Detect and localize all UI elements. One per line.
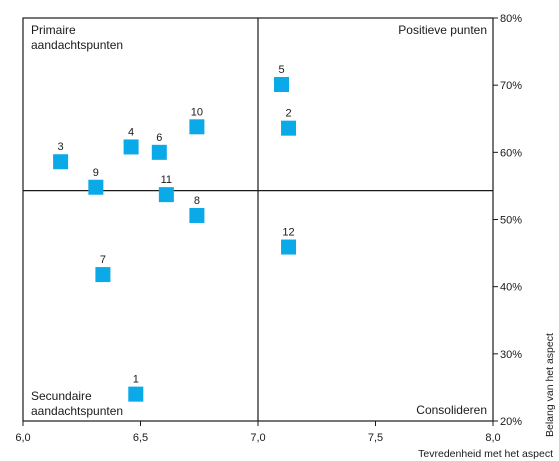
y-tick-label: 50% (500, 215, 522, 227)
data-point-9 (88, 179, 104, 195)
quadrant-label-secundaire: Secundaire (31, 389, 92, 403)
quadrant-label-primaire: Primaire (31, 23, 76, 37)
data-point-10 (189, 119, 205, 135)
data-point-8 (189, 207, 205, 223)
data-point-6 (151, 144, 167, 160)
data-point-2 (281, 120, 297, 136)
data-point-5 (274, 76, 289, 92)
data-label-8: 8 (194, 195, 200, 207)
data-point-3 (53, 154, 69, 170)
y-tick-label: 30% (500, 349, 522, 361)
y-tick-label: 60% (500, 147, 522, 159)
x-tick-label: 7,5 (368, 432, 383, 444)
data-point-4 (123, 139, 139, 155)
y-tick-label: 40% (500, 282, 522, 294)
data-point-1 (128, 386, 144, 402)
data-point-11 (158, 187, 174, 203)
data-label-2: 2 (285, 108, 291, 120)
data-label-4: 4 (128, 126, 134, 138)
y-tick-label: 70% (500, 80, 522, 92)
data-label-5: 5 (278, 64, 284, 76)
y-axis-title: Belang van het aspect (544, 333, 556, 437)
x-axis-title: Tevredenheid met het aspect (418, 448, 553, 460)
data-label-7: 7 (100, 254, 106, 266)
data-label-3: 3 (58, 141, 64, 153)
x-tick-label: 6,5 (133, 432, 148, 444)
data-label-1: 1 (133, 374, 139, 386)
data-label-12: 12 (282, 227, 294, 239)
data-label-10: 10 (191, 106, 203, 118)
y-tick-label: 20% (500, 416, 522, 428)
x-tick-label: 7,0 (250, 432, 265, 444)
x-tick-label: 6,0 (15, 432, 30, 444)
data-label-11: 11 (161, 174, 172, 186)
quadrant-label-primaire: aandachtspunten (31, 38, 123, 52)
data-point-12 (281, 239, 297, 255)
y-tick-label: 80% (500, 13, 522, 25)
quadrant-label-consolideren: Consolideren (416, 403, 487, 417)
data-label-6: 6 (156, 132, 162, 144)
x-tick-label: 8,0 (485, 432, 500, 444)
quadrant-label-positieve-punten: Positieve punten (398, 23, 487, 37)
quadrant-label-secundaire: aandachtspunten (31, 404, 123, 418)
data-label-9: 9 (93, 167, 99, 179)
data-point-7 (95, 267, 111, 283)
